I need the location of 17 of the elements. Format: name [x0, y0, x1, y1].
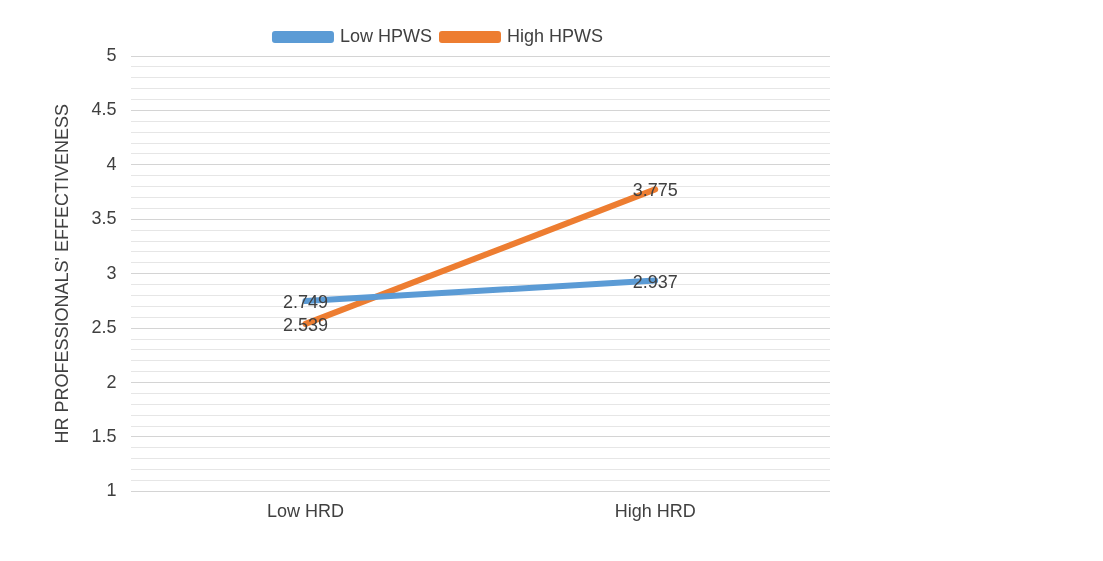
- x-tick-label: High HRD: [614, 501, 696, 522]
- data-label: 2.539: [282, 314, 328, 335]
- y-tick-label: 3.5: [91, 208, 117, 229]
- legend-label: Low HPWS: [339, 25, 433, 46]
- legend-label: High HPWS: [507, 25, 604, 46]
- y-tick-label: 2.5: [91, 317, 117, 338]
- y-tick-label: 1.5: [91, 425, 117, 446]
- y-tick-label: 4: [106, 153, 117, 174]
- data-label: 2.749: [282, 291, 328, 312]
- y-axis-title: HR PROFESSIONALS' EFFECTIVENESS: [51, 103, 72, 444]
- y-tick-label: 4.5: [91, 99, 117, 120]
- y-tick-label: 5: [106, 44, 117, 65]
- x-tick-label: Low HRD: [266, 501, 344, 522]
- y-tick-label: 2: [106, 371, 117, 392]
- y-tick-label: 3: [106, 262, 117, 283]
- y-tick-label: 1: [106, 480, 117, 501]
- data-label: 2.937: [632, 271, 678, 292]
